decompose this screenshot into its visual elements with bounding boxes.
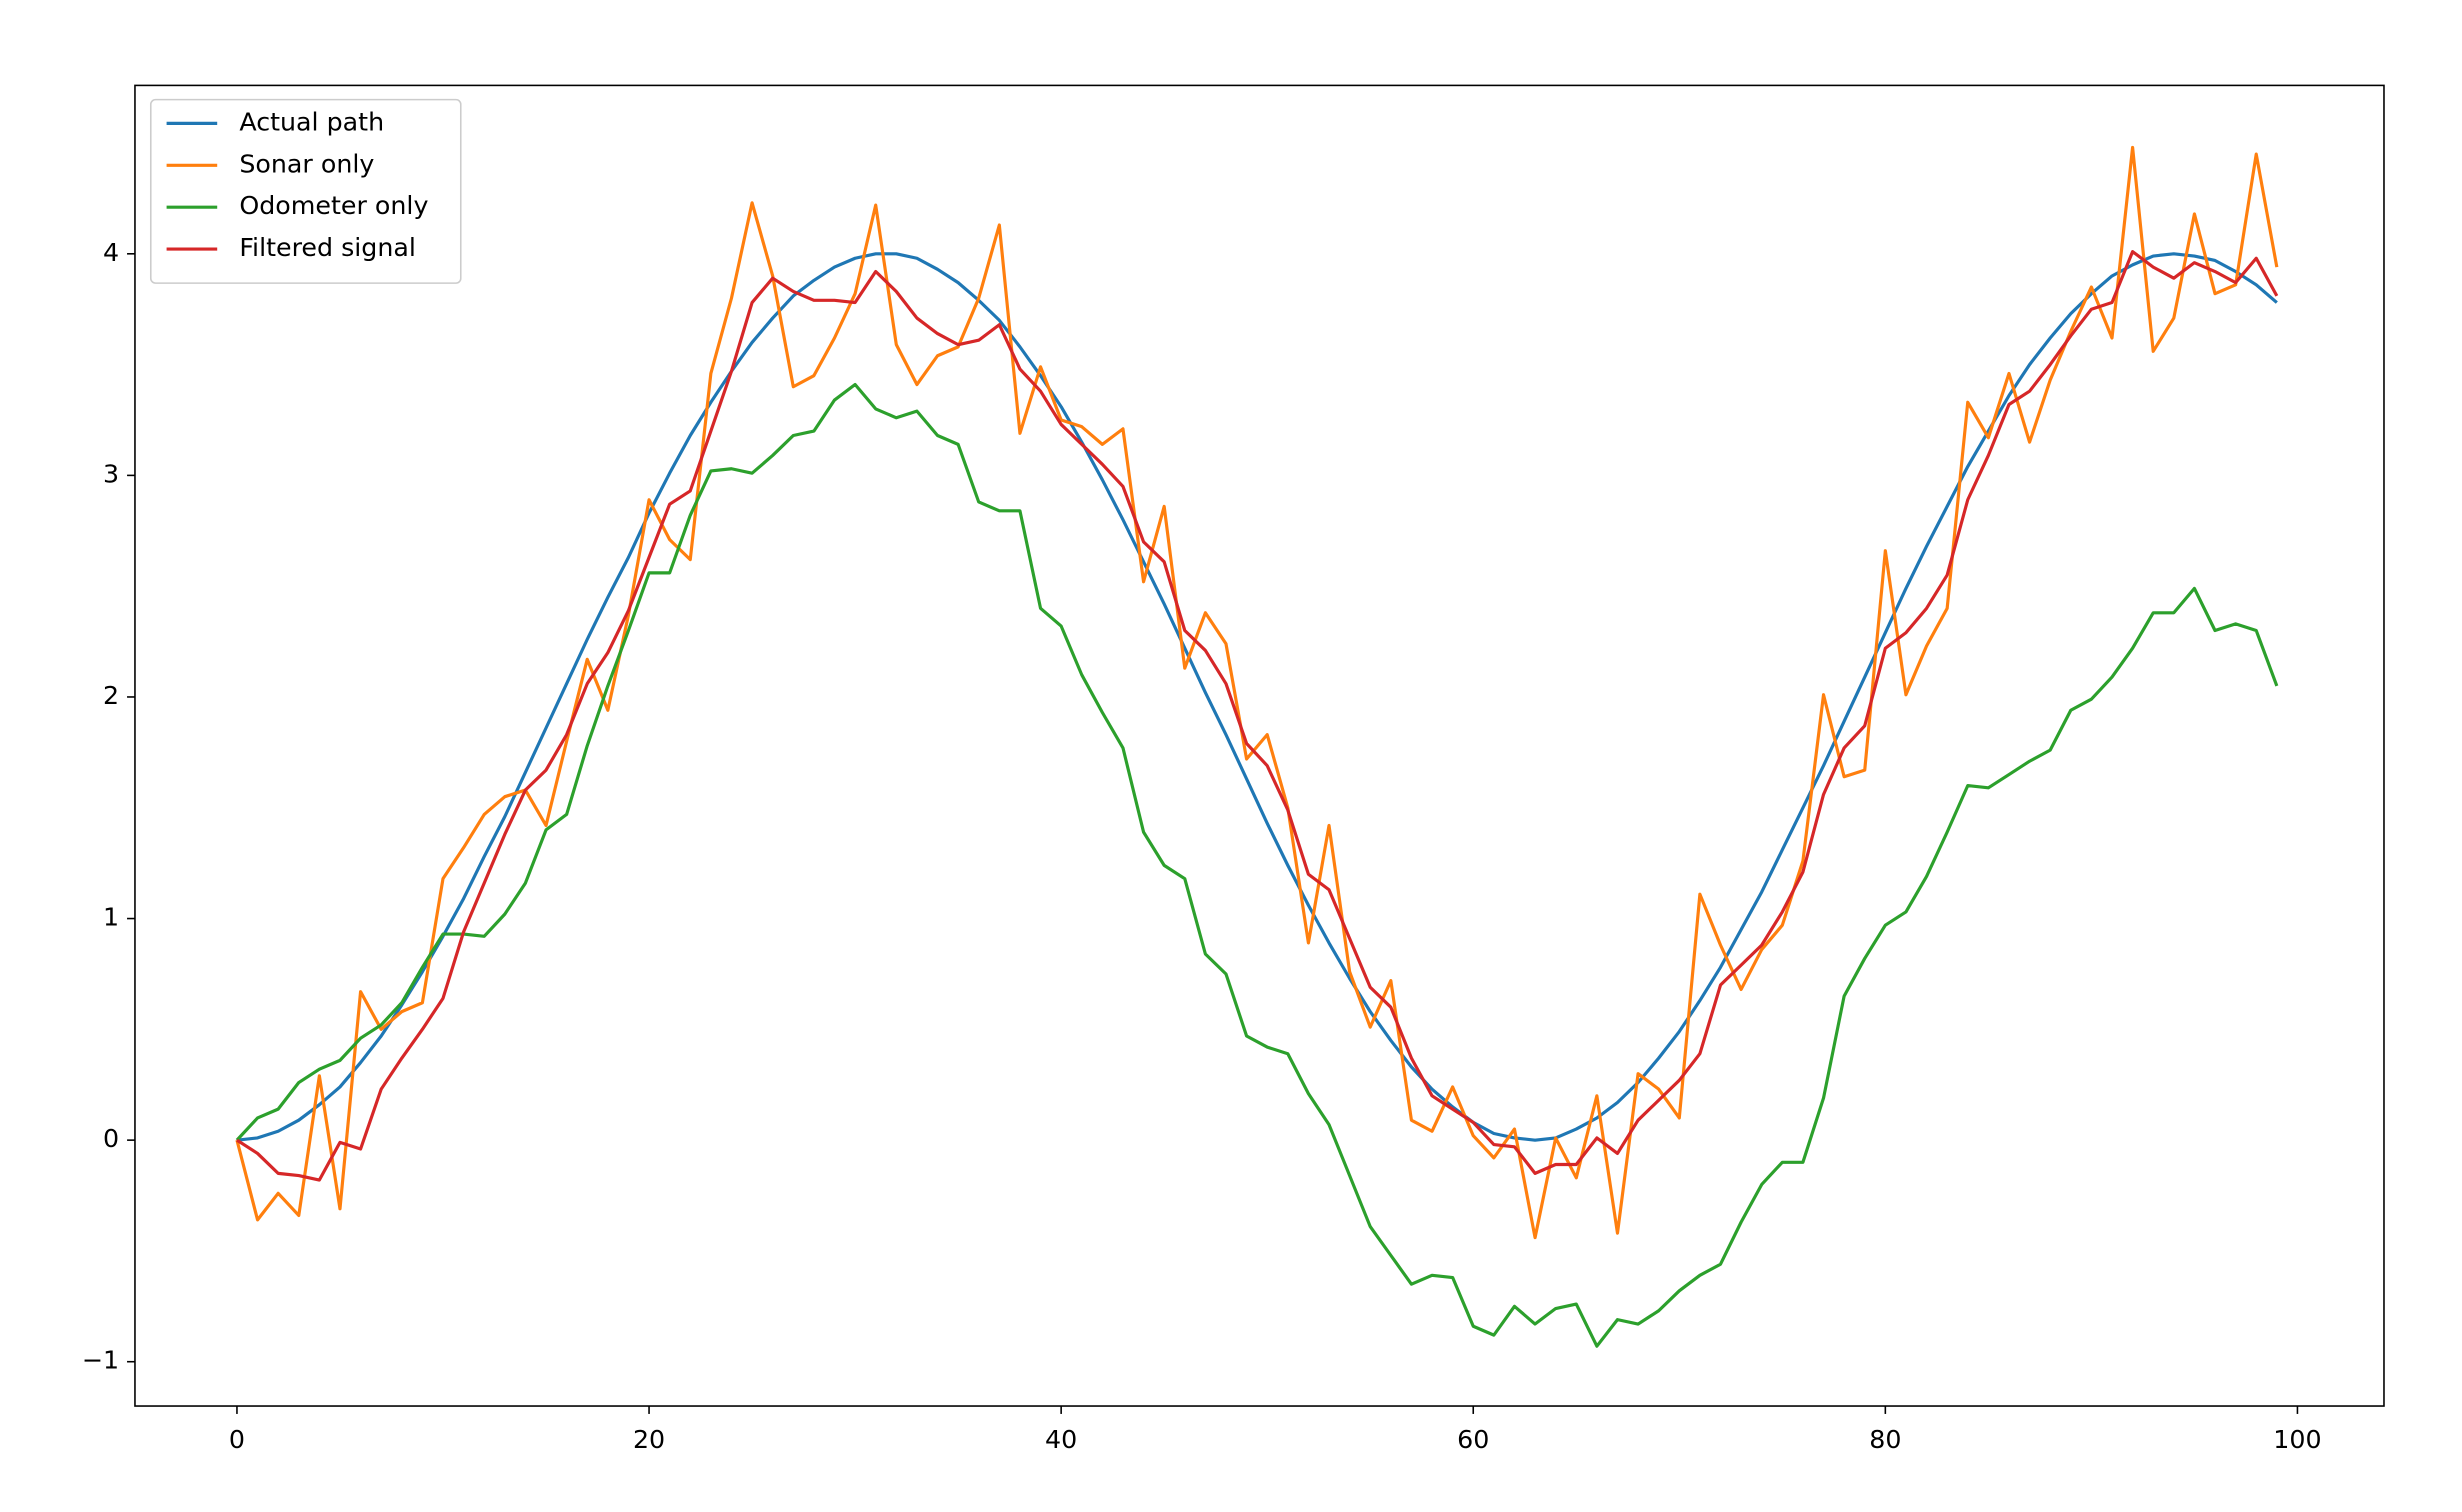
series-line	[236, 250, 2279, 1182]
x-tick-label: 80	[1869, 1425, 1901, 1454]
legend-label: Sonar only	[239, 149, 374, 178]
legend: Actual path Sonar only Odometer only Filter…	[149, 98, 462, 284]
plot-area	[235, 145, 2279, 1348]
y-tick-label: 4	[103, 238, 119, 267]
legend-label: Filtered signal	[239, 233, 416, 262]
legend-box	[149, 98, 462, 284]
y-tick-label: 3	[103, 459, 119, 488]
y-tick-label: −1	[82, 1346, 119, 1375]
series-line	[235, 145, 2279, 1240]
series-line	[236, 252, 2278, 1142]
x-tick-label: 40	[1045, 1425, 1077, 1454]
y-tick-label: 0	[103, 1124, 119, 1153]
x-tick-label: 0	[229, 1425, 245, 1454]
x-tick-label: 100	[2273, 1425, 2321, 1454]
legend-label: Odometer only	[239, 191, 428, 220]
axes-frame	[134, 84, 2385, 1407]
x-tick-label: 60	[1457, 1425, 1489, 1454]
legend-label: Actual path	[239, 107, 384, 136]
x-tick-label: 20	[633, 1425, 665, 1454]
y-tick-label: 2	[103, 681, 119, 710]
y-tick-label: 1	[103, 903, 119, 932]
series-line	[235, 382, 2279, 1348]
